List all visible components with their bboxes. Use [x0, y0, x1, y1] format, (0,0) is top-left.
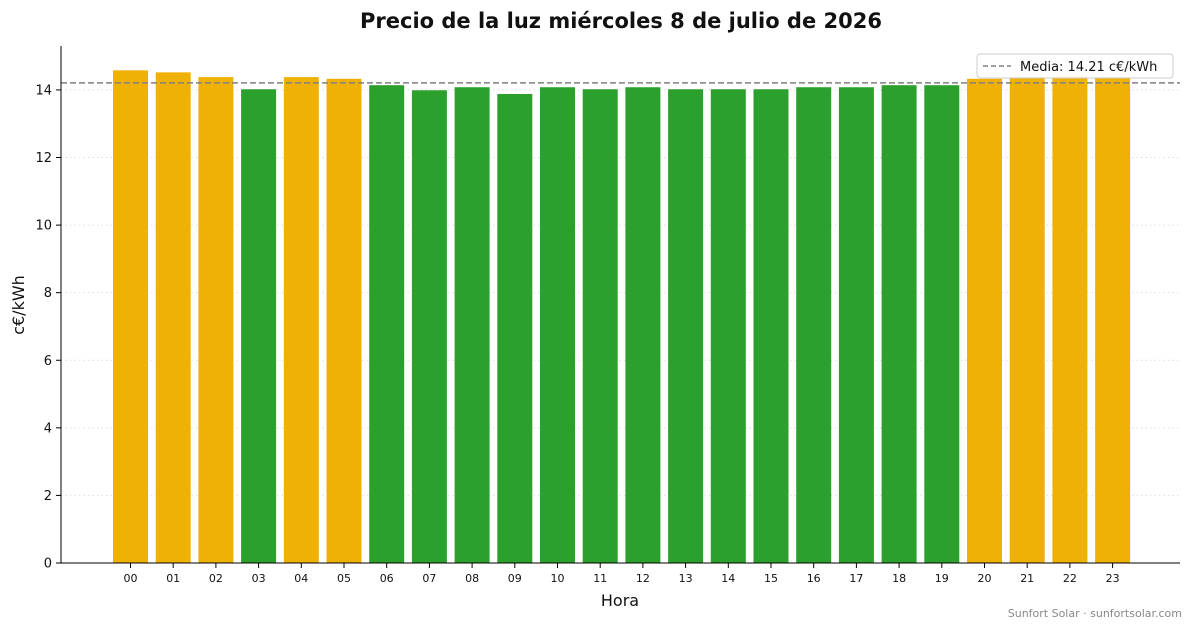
bar — [838, 87, 874, 563]
x-ticks: 00 01 02 03 04 05 06 07 08 09 10 11 12 13 14 15 16 17 18 19… — [124, 563, 1120, 585]
x-tick-label: 01 — [166, 572, 180, 585]
y-tick-label: 14 — [35, 83, 52, 98]
legend-box — [976, 53, 1174, 79]
x-tick-label: 09 — [508, 572, 522, 585]
bars-group — [113, 70, 1131, 564]
chart-title: Precio de la luz miércoles 8 de julio de… — [360, 9, 882, 33]
y-tick-label: 8 — [44, 286, 52, 301]
bar — [967, 78, 1002, 563]
y-tick-label: 4 — [44, 421, 52, 436]
y-tick-label: 10 — [35, 219, 52, 234]
bar — [198, 77, 234, 563]
bar — [753, 89, 789, 563]
bar — [454, 87, 490, 563]
x-tick-label: 08 — [465, 572, 479, 585]
y-ticks: 0 2 4 6 8 10 12 14 — [35, 83, 61, 572]
bar — [924, 85, 960, 563]
x-tick-label: 20 — [978, 572, 992, 585]
x-tick-label: 17 — [849, 572, 863, 585]
x-tick-label: 06 — [380, 572, 394, 585]
bar — [710, 89, 746, 563]
x-tick-label: 12 — [636, 572, 650, 585]
legend: Media: 14.21 c€/kWh — [976, 53, 1174, 79]
bar — [497, 93, 533, 564]
x-tick-label: 13 — [679, 572, 693, 585]
bar — [1095, 77, 1131, 563]
bar — [155, 72, 191, 563]
bar — [113, 70, 148, 564]
x-tick-label: 10 — [551, 572, 565, 585]
bar — [796, 87, 832, 563]
x-tick-label: 16 — [807, 572, 821, 585]
x-tick-label: 05 — [337, 572, 351, 585]
bar — [241, 89, 277, 563]
bar — [1052, 75, 1088, 563]
bar — [881, 85, 917, 563]
y-tick-label: 2 — [44, 489, 52, 504]
x-tick-label: 02 — [209, 572, 223, 585]
bar — [582, 89, 618, 563]
x-tick-label: 15 — [764, 572, 778, 585]
x-tick-label: 07 — [422, 572, 436, 585]
x-tick-label: 03 — [252, 572, 266, 585]
x-tick-label: 21 — [1020, 572, 1034, 585]
x-tick-label: 00 — [124, 572, 138, 585]
x-tick-label: 22 — [1063, 572, 1077, 585]
bar — [1009, 77, 1045, 563]
bar — [326, 78, 362, 563]
y-axis-label: c€/kWh — [9, 275, 28, 335]
bar — [283, 77, 319, 563]
x-tick-label: 18 — [892, 572, 906, 585]
x-tick-label: 11 — [593, 572, 607, 585]
x-tick-label: 04 — [294, 572, 308, 585]
y-tick-label: 6 — [44, 354, 52, 369]
x-axis-label: Hora — [601, 591, 639, 610]
x-tick-label: 23 — [1106, 572, 1120, 585]
x-tick-label: 19 — [935, 572, 949, 585]
bar — [540, 87, 575, 563]
bar — [411, 90, 447, 563]
y-tick-label: 12 — [35, 151, 52, 166]
x-tick-label: 14 — [721, 572, 735, 585]
legend-label: Media: 14.21 c€/kWh — [1020, 60, 1157, 75]
bar — [625, 87, 661, 563]
footer-credit: Sunfort Solar · sunfortsolar.com — [1008, 607, 1182, 620]
bar — [668, 89, 704, 563]
bar — [369, 85, 405, 563]
y-tick-label: 0 — [44, 557, 52, 572]
